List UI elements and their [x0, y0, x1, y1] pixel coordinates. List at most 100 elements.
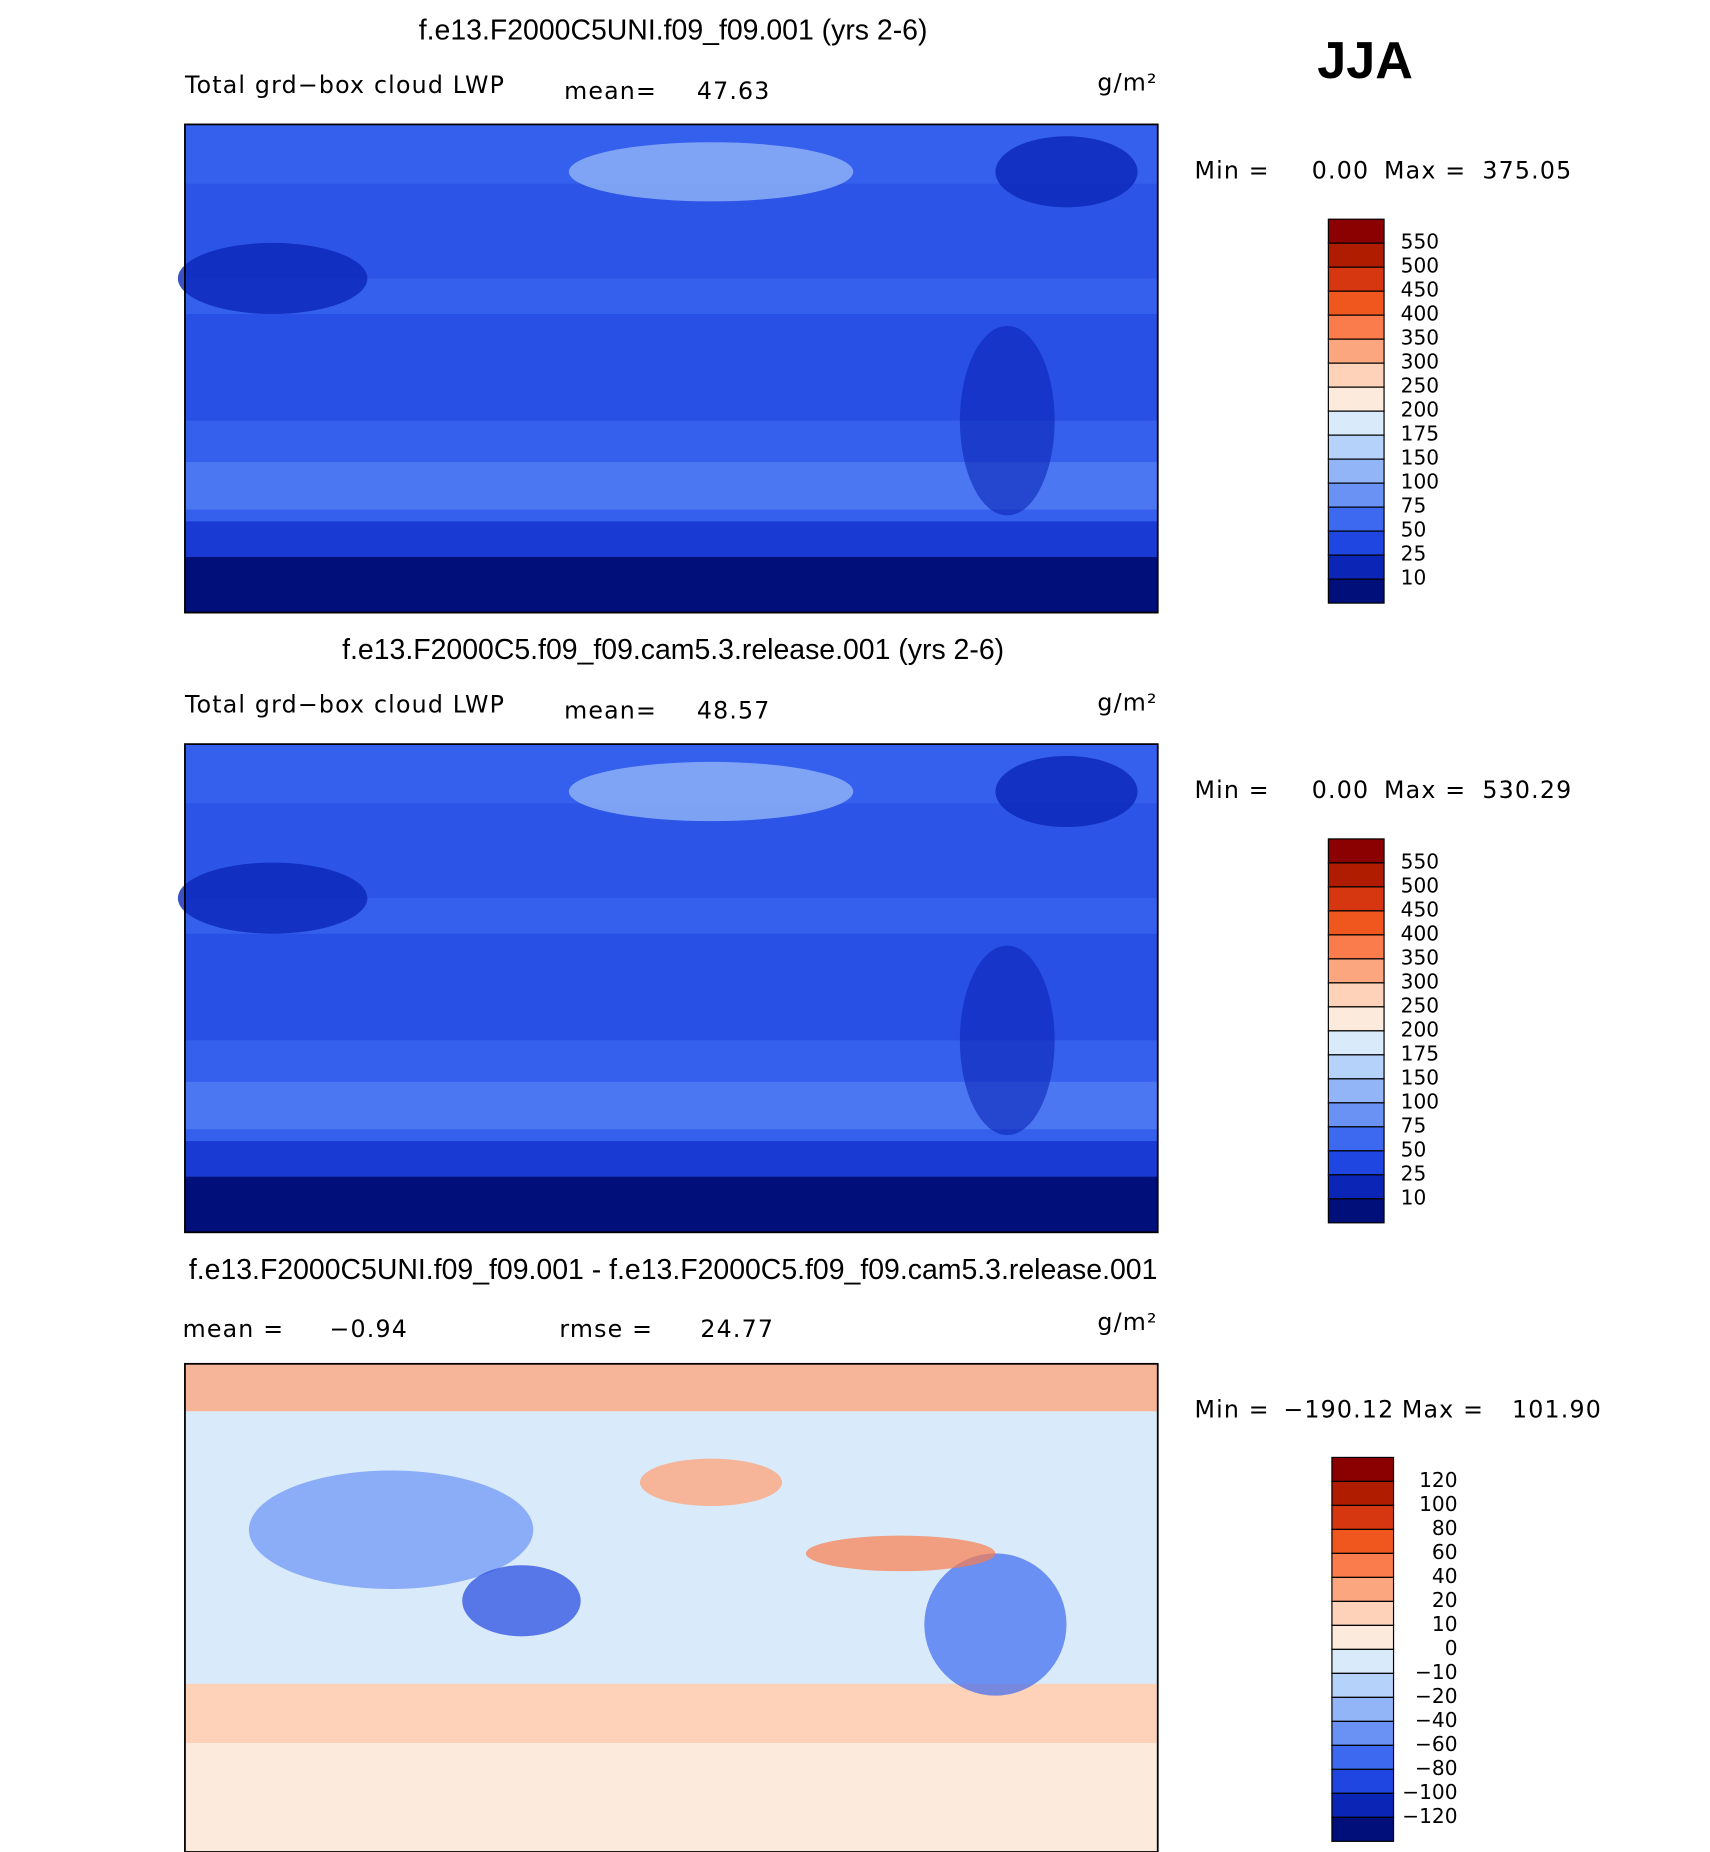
map-shading: [248, 1470, 534, 1589]
colorbar-box: [1327, 982, 1385, 1008]
colorbar-box: [1327, 1174, 1385, 1200]
colorbar-label: 0: [1445, 1636, 1458, 1660]
map-shading: [639, 1458, 783, 1507]
field-name: Total grd−box cloud LWP: [184, 691, 505, 719]
colorbar-box: [1327, 386, 1385, 412]
map-shading: [805, 1535, 996, 1572]
colorbar-box: [1331, 1816, 1395, 1842]
colorbar-box: [1327, 242, 1385, 268]
colorbar-label: 60: [1432, 1540, 1458, 1564]
colorbar-box: [1327, 958, 1385, 984]
colorbar-label: 100: [1401, 1089, 1439, 1113]
colorbar-box: [1331, 1456, 1395, 1483]
map-shading: [568, 142, 854, 202]
colorbar-box: [1331, 1552, 1395, 1578]
mean-value: 47.63: [697, 77, 771, 105]
mean-value: 48.57: [697, 697, 771, 725]
season-label: JJA: [1317, 32, 1413, 90]
colorbar-box: [1331, 1624, 1395, 1650]
colorbar-label: −60: [1415, 1732, 1457, 1756]
colorbar-box: [1327, 910, 1385, 936]
colorbar-box: [1327, 506, 1385, 532]
colorbar-box: [1331, 1600, 1395, 1626]
field-name: Total grd−box cloud LWP: [184, 71, 505, 99]
min-value: 0.00: [1312, 156, 1369, 184]
max-label: Max =: [1384, 776, 1466, 804]
map-frame: [184, 123, 1159, 614]
units: g/m²: [1097, 1308, 1157, 1336]
panel-title: f.e13.F2000C5.f09_f09.cam5.3.release.001…: [342, 634, 1004, 666]
map-shading: [184, 521, 1158, 557]
colorbar-box: [1327, 1150, 1385, 1176]
colorbar-box: [1327, 266, 1385, 292]
mean-label: mean=: [564, 77, 657, 105]
colorbar-label: 550: [1401, 849, 1439, 873]
colorbar-label: 450: [1401, 897, 1439, 921]
min-label: Min =: [1194, 156, 1269, 184]
max-label: Max =: [1402, 1396, 1484, 1424]
rmse-value: 24.77: [700, 1315, 774, 1343]
colorbar-label: 25: [1401, 1161, 1427, 1185]
max-value: 375.05: [1482, 156, 1572, 184]
colorbar-label: 175: [1401, 422, 1439, 446]
colorbar-label: 120: [1419, 1468, 1457, 1492]
colorbar-label: −20: [1415, 1684, 1457, 1708]
min-label: Min =: [1194, 776, 1269, 804]
colorbar-label: 20: [1432, 1588, 1458, 1612]
max-value: 101.90: [1512, 1396, 1602, 1424]
map-shading: [177, 862, 368, 934]
units: g/m²: [1097, 688, 1157, 716]
colorbar-label: 10: [1401, 566, 1427, 590]
colorbar-label: 150: [1401, 1065, 1439, 1089]
colorbar-box: [1327, 1198, 1385, 1224]
colorbar-box: [1327, 1006, 1385, 1032]
colorbar-label: 25: [1401, 542, 1427, 566]
colorbar-label: 500: [1401, 873, 1439, 897]
colorbar-box: [1327, 530, 1385, 556]
colorbar-label: 40: [1432, 1564, 1458, 1588]
colorbar-box: [1327, 578, 1385, 604]
map-frame: [184, 1362, 1159, 1852]
colorbar-label: 400: [1401, 302, 1439, 326]
colorbar-label: 550: [1401, 230, 1439, 254]
max-value: 530.29: [1482, 776, 1572, 804]
colorbar-label: 10: [1401, 1185, 1427, 1209]
colorbar-label: −80: [1415, 1756, 1457, 1780]
colorbar-box: [1327, 1054, 1385, 1080]
colorbar-box: [1331, 1576, 1395, 1602]
colorbar-box: [1331, 1720, 1395, 1746]
colorbar-label: 200: [1401, 398, 1439, 422]
colorbar-box: [1327, 838, 1385, 864]
colorbar-box: [1331, 1504, 1395, 1531]
colorbar-label: 300: [1401, 350, 1439, 374]
colorbar-box: [1327, 1126, 1385, 1152]
map-shading: [184, 1742, 1158, 1852]
colorbar-box: [1331, 1648, 1395, 1674]
colorbar-label: 200: [1401, 1017, 1439, 1041]
colorbar-box: [1331, 1672, 1395, 1698]
mean-label: mean=: [564, 697, 657, 725]
min-value: 0.00: [1312, 776, 1369, 804]
colorbar-label: 450: [1401, 278, 1439, 302]
colorbar-label: 75: [1401, 1113, 1427, 1137]
colorbar-label: 350: [1401, 326, 1439, 350]
colorbar-label: 150: [1401, 446, 1439, 470]
colorbar-label: 10: [1432, 1612, 1458, 1636]
colorbar-box: [1327, 554, 1385, 580]
panel-title: f.e13.F2000C5UNI.f09_f09.001 (yrs 2-6): [419, 15, 928, 47]
units: g/m²: [1097, 69, 1157, 97]
colorbar-label: 80: [1432, 1516, 1458, 1540]
colorbar-box: [1327, 314, 1385, 340]
colorbar-box: [1331, 1744, 1395, 1770]
map-shading: [959, 945, 1055, 1136]
map-shading: [568, 761, 854, 822]
colorbar-label: 350: [1401, 945, 1439, 969]
map-frame: [184, 743, 1159, 1234]
colorbar-box: [1327, 218, 1385, 244]
colorbar-box: [1327, 410, 1385, 436]
colorbar-box: [1331, 1768, 1395, 1794]
map-shading: [184, 1176, 1158, 1233]
colorbar-label: 50: [1401, 518, 1427, 542]
